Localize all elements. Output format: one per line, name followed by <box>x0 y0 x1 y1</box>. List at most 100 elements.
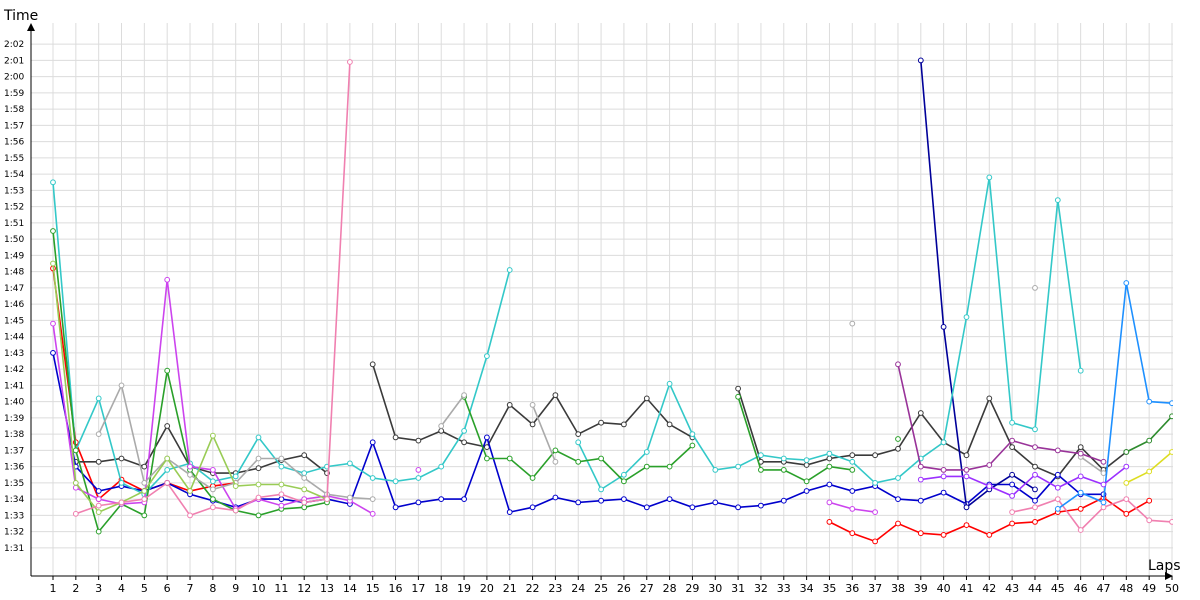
y-tick-label: 1:39 <box>4 414 24 424</box>
x-tick-label: 18 <box>434 582 448 595</box>
data-point <box>986 483 993 490</box>
data-point <box>849 506 856 512</box>
series-line <box>897 364 1104 471</box>
data-point <box>95 458 102 465</box>
series-8 <box>50 276 878 517</box>
x-tick-label: 4 <box>118 582 125 595</box>
data-point <box>1054 506 1061 512</box>
x-tick-label: 39 <box>914 582 928 595</box>
data-point <box>1032 519 1038 525</box>
data-point <box>1032 285 1038 291</box>
x-tick-label: 44 <box>1028 582 1042 595</box>
y-tick-label: 1:37 <box>4 446 24 456</box>
y-tick-label: 1:42 <box>4 365 24 375</box>
data-point <box>803 457 810 464</box>
data-point <box>735 385 741 392</box>
y-tick-label: 1:47 <box>4 284 24 294</box>
y-axis-arrow <box>27 23 35 31</box>
data-point <box>849 458 856 465</box>
data-point <box>986 395 993 402</box>
x-tick-label: 50 <box>1165 582 1179 595</box>
data-point <box>849 488 856 494</box>
data-point <box>72 480 79 486</box>
series-16 <box>1123 413 1173 455</box>
x-tick-label: 47 <box>1096 582 1110 595</box>
data-point <box>963 467 970 473</box>
data-point <box>780 455 787 462</box>
x-tick-label: 7 <box>187 582 194 595</box>
data-point <box>895 475 901 481</box>
data-point <box>50 179 56 186</box>
data-point <box>392 434 399 441</box>
data-point <box>1032 426 1038 433</box>
data-point <box>803 478 810 485</box>
data-point <box>50 350 56 356</box>
data-point <box>643 504 650 511</box>
data-point <box>986 532 993 538</box>
data-point <box>1077 367 1084 374</box>
data-point <box>689 431 696 438</box>
data-point <box>803 462 810 468</box>
data-point <box>917 463 924 470</box>
data-point <box>666 421 673 428</box>
series-13 <box>917 463 1130 499</box>
x-tick-label: 37 <box>868 582 882 595</box>
series-2 <box>826 494 1153 545</box>
data-point <box>369 439 376 446</box>
x-tick-label: 1 <box>50 582 57 595</box>
data-point <box>529 475 536 481</box>
data-point <box>1009 444 1015 451</box>
data-point <box>940 473 947 480</box>
x-tick-label: 41 <box>959 582 973 595</box>
data-point <box>529 402 536 408</box>
data-point <box>210 467 216 473</box>
data-point <box>575 499 582 506</box>
data-point <box>1169 519 1173 525</box>
data-point <box>461 392 468 399</box>
data-point <box>712 467 719 473</box>
y-tick-label: 1:41 <box>4 381 24 391</box>
data-point <box>1009 437 1015 444</box>
data-point <box>780 497 787 504</box>
y-tick-label: 1:53 <box>4 186 24 196</box>
data-point <box>1054 484 1061 491</box>
data-point <box>95 395 102 402</box>
data-point <box>301 486 308 493</box>
data-point <box>872 452 878 459</box>
data-point <box>1123 449 1130 455</box>
series-6 <box>50 174 1084 498</box>
y-tick-label: 1:48 <box>4 268 24 278</box>
x-tick-label: 26 <box>617 582 631 595</box>
y-tick-label: 1:57 <box>4 121 24 131</box>
data-point <box>1054 496 1061 503</box>
data-point <box>895 445 901 452</box>
data-point <box>347 460 353 467</box>
x-tick-label: 23 <box>548 582 562 595</box>
y-tick-label: 1:51 <box>4 219 24 229</box>
data-point <box>210 486 216 493</box>
x-tick-label: 17 <box>411 582 425 595</box>
grid-lines <box>31 23 1173 576</box>
data-point <box>506 509 513 515</box>
data-point <box>963 504 970 511</box>
data-point <box>963 452 970 459</box>
x-axis-arrow <box>1165 572 1173 580</box>
data-point <box>164 423 171 429</box>
data-point <box>187 488 193 494</box>
y-tick-label: 1:36 <box>4 463 24 473</box>
y-tick-label: 1:54 <box>4 170 24 180</box>
data-point <box>872 509 878 515</box>
x-tick-label: 45 <box>1051 582 1065 595</box>
data-point <box>780 467 787 473</box>
data-point <box>598 419 604 426</box>
data-point <box>1009 481 1015 488</box>
data-point <box>1169 449 1173 455</box>
data-point <box>666 463 673 470</box>
data-point <box>598 486 604 493</box>
data-point <box>95 502 102 509</box>
data-point <box>598 455 604 462</box>
data-point <box>849 452 856 459</box>
data-point <box>1009 471 1015 478</box>
x-tick-label: 28 <box>663 582 677 595</box>
